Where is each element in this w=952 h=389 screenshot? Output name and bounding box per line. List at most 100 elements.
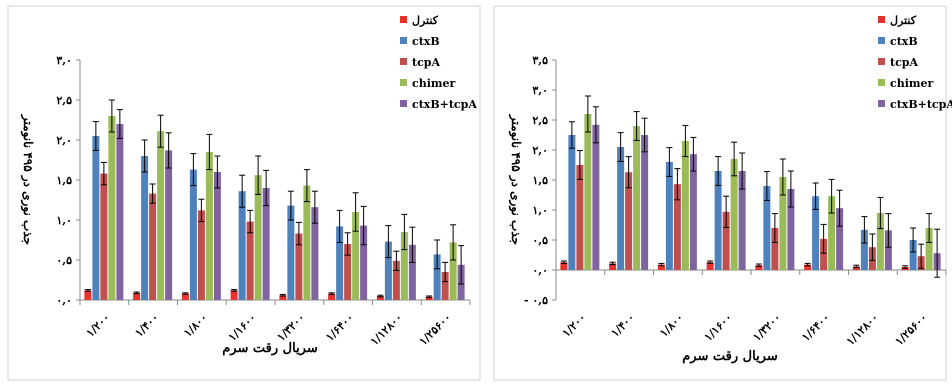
chart-1-category-label: ۱/۴۰۰ (132, 311, 161, 340)
chart-1-category-label: ۱/۱۲۸۰۰ (368, 311, 405, 348)
chart-2-bar-control (804, 264, 812, 270)
chart-1-bar-ctxB (384, 241, 392, 300)
chart-1-y-tick-label: ۱,۰ (56, 214, 72, 227)
chart-1-category-label: ۱/۱۶۰۰ (226, 311, 259, 344)
chart-2-legend-swatch-ctxB_tcpA (878, 100, 885, 107)
chart-1-bar-ctxB_tcpA (408, 244, 416, 300)
chart-2-bar-chimer (730, 159, 738, 270)
chart-1-bar-ctxB (141, 156, 149, 300)
chart-2-bar-control (706, 262, 714, 270)
chart-2-y-axis-title: جذب نوری در ۴۹۵ نانومتر (508, 114, 523, 245)
chart-1-category-label: ۱/۲۰۰ (84, 311, 113, 340)
chart-1-legend-swatch-ctxB (400, 37, 407, 44)
chart-1-bar-chimer (449, 242, 457, 300)
chart-2-bar-ctxB (909, 240, 917, 270)
chart-2-y-tick-label: ۰,۰ (532, 264, 548, 277)
chart-1-bar-ctxB (287, 205, 295, 300)
chart-1-bar-control (181, 293, 189, 300)
chart-2-category-label: ۱/۱۲۸۰۰ (844, 311, 881, 348)
chart-1-y-tick-label: ۱,۵ (56, 174, 72, 187)
chart-1-bar-ctxB_tcpA (311, 207, 319, 300)
chart-1-bar-chimer (352, 212, 360, 300)
chart-1-legend-swatch-tcpA (400, 58, 407, 65)
chart-1-bar-tcpA (392, 260, 400, 300)
chart-2-bar-control (657, 264, 665, 270)
chart-2-legend-swatch-tcpA (878, 58, 885, 65)
chart-1-bar-ctxB_tcpA (213, 172, 221, 300)
chart-2-y-tick-label: ۱,۵ (532, 174, 548, 187)
chart-2-bar-ctxB (860, 229, 868, 270)
chart-2-frame (493, 5, 947, 381)
chart-1-bar-ctxB (433, 254, 441, 300)
chart-2-bar-ctxB (617, 147, 625, 270)
chart-1-legend-label: chimer (412, 77, 456, 90)
chart-2-bar-control (609, 263, 617, 270)
chart-2-x-axis-title: سریال رقت سرم (682, 349, 778, 364)
chart-1-bar-ctxB (238, 191, 246, 300)
chart-2-y-tick-label: ۱,۰ (532, 204, 548, 217)
chart-2-legend-label: ctxB+tcpA (890, 98, 952, 111)
chart-2-y-tick-label: ۲,۵ (532, 114, 548, 127)
chart-1-legend-swatch-ctxB_tcpA (400, 100, 407, 107)
chart-1-legend-swatch-control (400, 16, 407, 23)
chart-2-bar-control (852, 266, 860, 270)
chart-1-legend-label: tcpA (412, 56, 440, 69)
chart-2-bar-ctxB_tcpA (592, 124, 600, 270)
chart-2-bar-ctxB_tcpA (738, 171, 746, 270)
chart-2-category-label: ۱/۱۶۰۰ (702, 311, 735, 344)
chart-1-bar-tcpA (441, 272, 449, 300)
chart-2-category-label: ۱/۸۰۰ (657, 311, 686, 340)
chart-2-legend-label: tcpA (890, 56, 918, 69)
chart-2-bar-tcpA (771, 228, 779, 270)
chart-2-category-label: ۱/۶۴۰۰ (799, 311, 832, 344)
chart-2-bar-chimer (828, 196, 836, 270)
chart-1-bar-ctxB_tcpA (262, 188, 270, 300)
chart-2-bar-ctxB (763, 186, 771, 270)
chart-1-bar-chimer (205, 152, 213, 300)
chart-1-bar-chimer (303, 185, 311, 300)
chart-2-legend-swatch-ctxB (878, 37, 885, 44)
chart-2-bar-ctxB (568, 135, 576, 270)
chart-1-bar-tcpA (344, 244, 352, 300)
chart-2-bar-ctxB_tcpA (689, 154, 697, 270)
chart-2-y-tick-label: - ۰,۵ (524, 294, 548, 307)
chart-1-bar-ctxB (336, 226, 344, 300)
chart-1-bar-tcpA (149, 193, 157, 300)
chart-2-bar-tcpA (576, 165, 584, 270)
chart-1-legend-label: کنترل (412, 14, 439, 27)
chart-1-legend-swatch-chimer (400, 79, 407, 86)
chart-2-bar-chimer (925, 228, 933, 270)
chart-2-category-label: ۱/۴۰۰ (608, 311, 637, 340)
chart-1-bar-ctxB (92, 136, 100, 300)
chart-1-bar-tcpA (197, 210, 205, 300)
chart-1-bar-chimer (157, 131, 165, 300)
chart-2-bar-ctxB (812, 196, 820, 270)
chart-1-bar-chimer (108, 116, 116, 300)
chart-1-bar-chimer (400, 232, 408, 300)
chart-1-bar-control (84, 290, 92, 300)
chart-1-bar-control (376, 296, 384, 300)
chart-2-category-label: ۱/۳۲۰۰ (751, 311, 784, 344)
chart-1-frame (7, 5, 481, 381)
chart-2-bar-control (755, 265, 763, 270)
chart-1-y-tick-label: ۲,۵ (56, 94, 72, 107)
chart-1-bar-control (133, 292, 141, 300)
chart-1-bar-control (425, 296, 433, 300)
chart-1-legend-label: ctxB+tcpA (412, 98, 477, 111)
chart-2-bar-tcpA (820, 238, 828, 270)
chart-2-y-tick-label: ۳,۰ (532, 84, 548, 97)
chart-1-bar-tcpA (100, 173, 108, 300)
chart-2-bar-ctxB_tcpA (884, 230, 892, 270)
chart-1-category-label: ۱/۲۵۶۰۰ (417, 311, 454, 348)
chart-1-bar-control (328, 293, 336, 300)
chart-1-y-tick-label: ۰,۵ (56, 254, 72, 267)
chart-1-bar-ctxB_tcpA (116, 124, 124, 300)
chart-2-bar-ctxB_tcpA (641, 135, 649, 270)
chart-1-bar-chimer (254, 175, 262, 300)
chart-1-category-label: ۱/۳۲۰۰ (275, 311, 308, 344)
chart-1-y-axis-title: جذب نوری در ۴۹۵ نانومتر (20, 114, 35, 245)
chart-2-bar-chimer (876, 213, 884, 270)
chart-2-legend-label: کنترل (890, 14, 917, 27)
